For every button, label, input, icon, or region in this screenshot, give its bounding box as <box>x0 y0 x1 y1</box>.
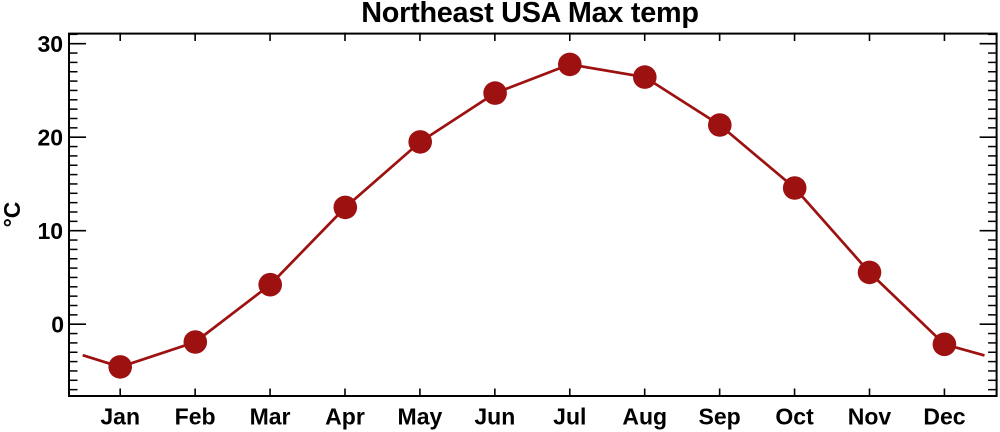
svg-text:Northeast USA Max temp: Northeast USA Max temp <box>361 0 698 29</box>
svg-text:Apr: Apr <box>325 404 365 430</box>
svg-text:Sep: Sep <box>699 404 741 430</box>
svg-text:Feb: Feb <box>175 404 216 430</box>
svg-text:Jan: Jan <box>100 404 140 430</box>
svg-text:20: 20 <box>38 124 64 150</box>
svg-text:Aug: Aug <box>622 404 667 430</box>
svg-text:Jul: Jul <box>553 404 586 430</box>
svg-text:0: 0 <box>51 311 64 337</box>
svg-text:10: 10 <box>38 218 64 244</box>
svg-text:Nov: Nov <box>848 404 892 430</box>
svg-text:Mar: Mar <box>250 404 291 430</box>
svg-text:30: 30 <box>38 31 64 57</box>
svg-text:Jun: Jun <box>474 404 515 430</box>
svg-text:May: May <box>398 404 443 430</box>
svg-text:°C: °C <box>0 202 25 228</box>
svg-text:Oct: Oct <box>775 404 814 430</box>
svg-text:Dec: Dec <box>923 404 965 430</box>
